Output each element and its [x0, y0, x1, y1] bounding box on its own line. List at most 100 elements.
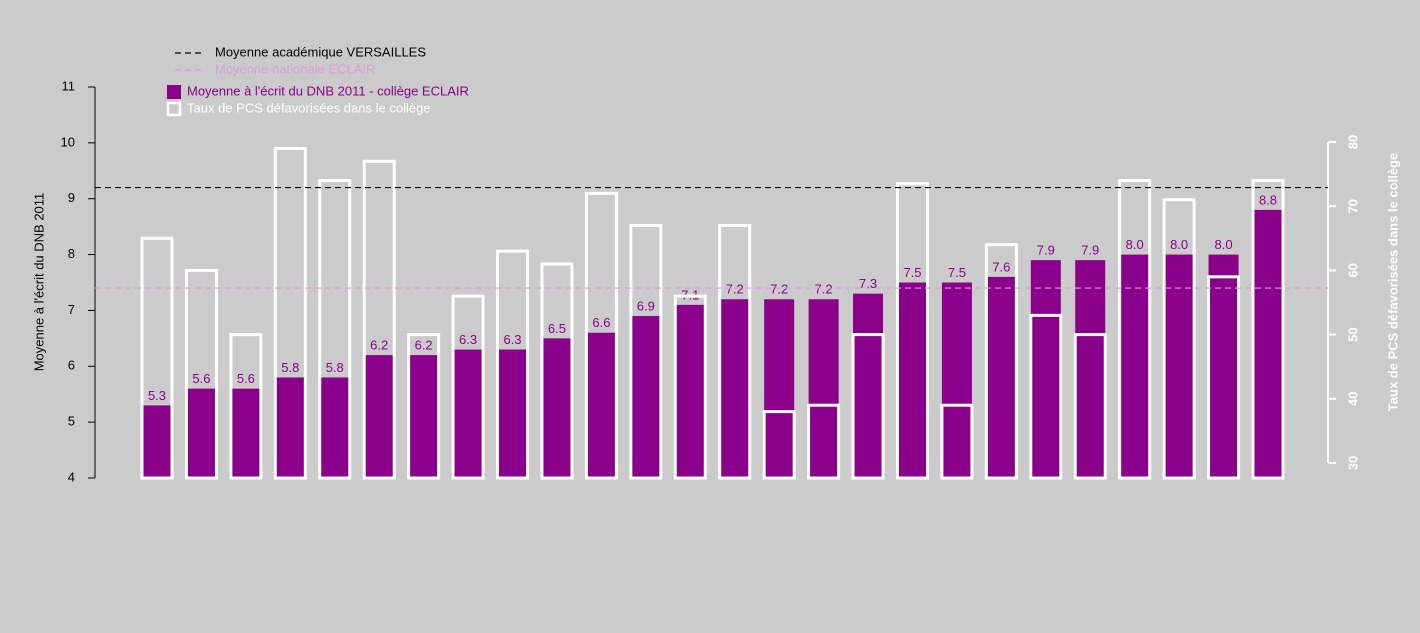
bar-outline — [184, 268, 218, 480]
bar-outline — [1207, 275, 1241, 480]
bar-outline — [673, 294, 707, 480]
bar — [319, 377, 350, 478]
value-label: 7.2 — [770, 282, 788, 297]
bar — [230, 388, 261, 478]
legend-swatch — [166, 101, 182, 117]
bar — [897, 282, 928, 478]
y2-tick-label: 80 — [1345, 135, 1360, 149]
y-tick-label: 10 — [61, 134, 75, 149]
bar — [586, 332, 617, 478]
bar — [986, 276, 1017, 478]
legend-label: Moyenne à l'écrit du DNB 2011 - collège … — [187, 83, 469, 98]
value-label: 8.0 — [1126, 237, 1144, 252]
value-label: 7.6 — [992, 259, 1010, 274]
value-label: 7.9 — [1037, 243, 1055, 258]
bar-outline — [140, 236, 174, 480]
bar-outline — [762, 410, 796, 480]
bar — [186, 388, 217, 478]
bar-outline — [540, 262, 574, 480]
bar-outline — [718, 223, 752, 480]
bar-outline — [1073, 333, 1107, 480]
bar-outline — [229, 333, 263, 480]
bar-outline — [407, 333, 441, 480]
bar-outline — [362, 159, 396, 480]
bar — [453, 349, 484, 478]
legend-label: Moyenne nationale ECLAIR — [215, 61, 375, 76]
value-label: 6.5 — [548, 321, 566, 336]
bar-outline — [984, 243, 1018, 480]
bar-outline — [451, 294, 485, 480]
y2-tick-label: 30 — [1345, 456, 1360, 470]
bar-outline — [807, 403, 841, 480]
y-tick-label: 7 — [68, 302, 75, 317]
bar-outline — [1162, 198, 1196, 480]
legend-label: Moyenne académique VERSAILLES — [215, 44, 426, 59]
value-label: 7.5 — [903, 265, 921, 280]
bar-outline — [1251, 179, 1285, 480]
bar-outline — [496, 249, 530, 480]
bar — [408, 355, 439, 478]
value-label: 5.8 — [281, 360, 299, 375]
value-label: 8.8 — [1259, 192, 1277, 207]
value-label: 6.6 — [592, 315, 610, 330]
y2-tick-label: 70 — [1345, 199, 1360, 213]
bar — [630, 316, 661, 478]
y2-tick-label: 40 — [1345, 392, 1360, 406]
y-tick-label: 4 — [68, 469, 75, 484]
bar — [1253, 209, 1283, 478]
y-tick-label: 5 — [68, 414, 75, 429]
bar — [1164, 254, 1195, 478]
bar — [764, 299, 795, 478]
bar-outline — [851, 333, 885, 480]
bar — [1030, 260, 1061, 478]
y2-tick-label: 50 — [1345, 327, 1360, 341]
bar-outline — [1029, 313, 1063, 480]
value-label: 8.0 — [1215, 237, 1233, 252]
bar-outline — [940, 403, 974, 480]
bar-outline — [584, 191, 618, 480]
bar-outline — [895, 182, 929, 480]
value-label: 5.8 — [326, 360, 344, 375]
bar — [275, 377, 306, 478]
value-label: 6.9 — [637, 298, 655, 313]
bar — [1075, 260, 1106, 478]
bar — [808, 299, 839, 478]
bar — [142, 405, 172, 478]
y2-tick-label: 60 — [1345, 263, 1360, 277]
value-label: 7.2 — [815, 282, 833, 297]
bar-outline — [273, 146, 307, 480]
value-label: 7.3 — [859, 276, 877, 291]
bar — [853, 293, 884, 478]
value-label: 8.0 — [1170, 237, 1188, 252]
y-tick-label: 11 — [62, 78, 76, 93]
bar — [497, 349, 528, 478]
value-label: 5.6 — [192, 371, 210, 386]
bar — [541, 338, 572, 478]
bar — [1208, 254, 1239, 478]
value-label: 6.2 — [370, 338, 388, 353]
value-label: 6.2 — [415, 338, 433, 353]
legend-label: Taux de PCS défavorisées dans le collège — [187, 100, 431, 115]
bar-outline — [1118, 179, 1152, 480]
value-label: 5.3 — [148, 388, 166, 403]
bar-outline — [318, 179, 352, 480]
y-tick-label: 9 — [68, 190, 75, 205]
value-label: 5.6 — [237, 371, 255, 386]
bar — [719, 299, 750, 478]
bar — [941, 282, 972, 478]
value-label: 7.5 — [948, 265, 966, 280]
y-tick-label: 8 — [68, 246, 75, 261]
y-tick-label: 6 — [68, 358, 75, 373]
value-label: 7.9 — [1081, 243, 1099, 258]
value-label: 7.2 — [726, 282, 744, 297]
bar — [675, 304, 706, 478]
legend-swatch — [167, 85, 181, 99]
y-axis-label: Moyenne à l'écrit du DNB 2011 — [31, 193, 46, 372]
value-label: 6.3 — [503, 332, 521, 347]
y2-axis-label: Taux de PCS défavorisées dans le collège — [1385, 153, 1400, 411]
bar — [1119, 254, 1150, 478]
bar — [364, 355, 395, 478]
bar-outline — [629, 223, 663, 480]
value-label: 6.3 — [459, 332, 477, 347]
